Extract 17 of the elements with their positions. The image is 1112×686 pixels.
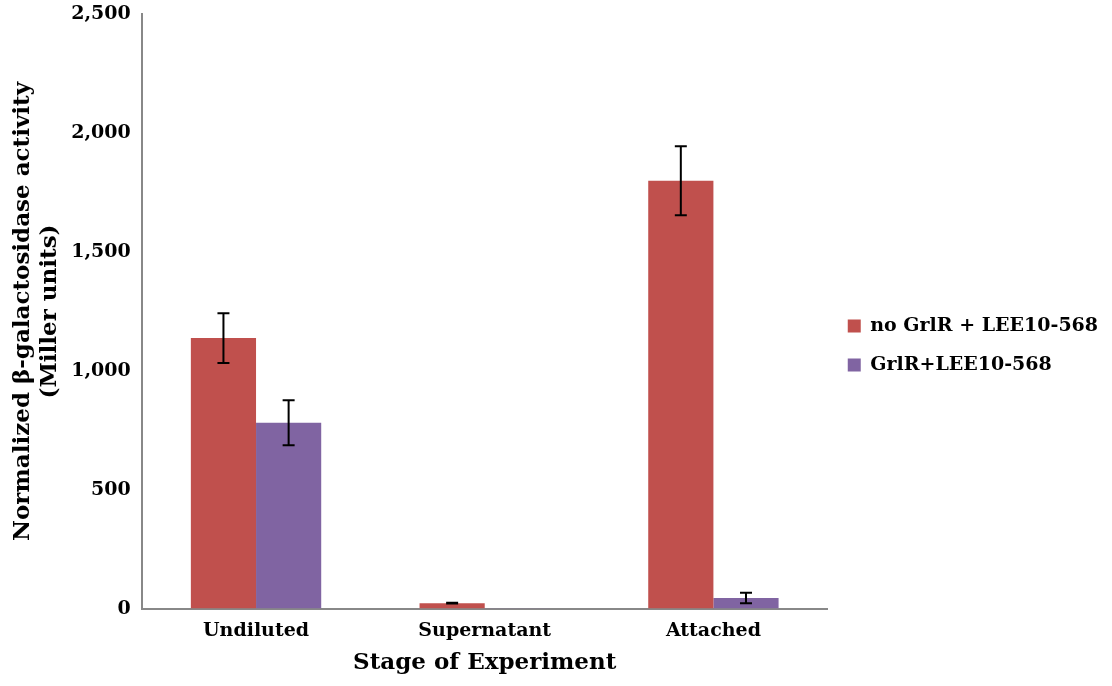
bar <box>713 597 779 609</box>
x-tick-label: Undiluted <box>203 617 310 640</box>
bar <box>648 180 714 609</box>
x-tick-label: Supernatant <box>418 617 552 640</box>
y-tick-label: 2,500 <box>71 1 131 24</box>
bar <box>190 338 257 609</box>
x-tick-label: Attached <box>664 617 761 640</box>
y-tick-label: 1,500 <box>71 239 131 262</box>
legend-label: GrlR+LEE10-568 <box>870 351 1052 374</box>
y-tick-label: 1,000 <box>71 357 131 380</box>
bar <box>256 422 322 609</box>
y-tick-label: 2,000 <box>71 120 131 143</box>
y-tick-label: 500 <box>91 476 131 499</box>
y-tick-label: 0 <box>117 595 131 618</box>
y-axis-title: Normalized β-galactosidase activity (Miller units) <box>6 81 62 542</box>
legend-label: no GrlR + LEE10-568 <box>870 312 1099 335</box>
x-axis-title: Stage of Experiment <box>353 647 617 675</box>
